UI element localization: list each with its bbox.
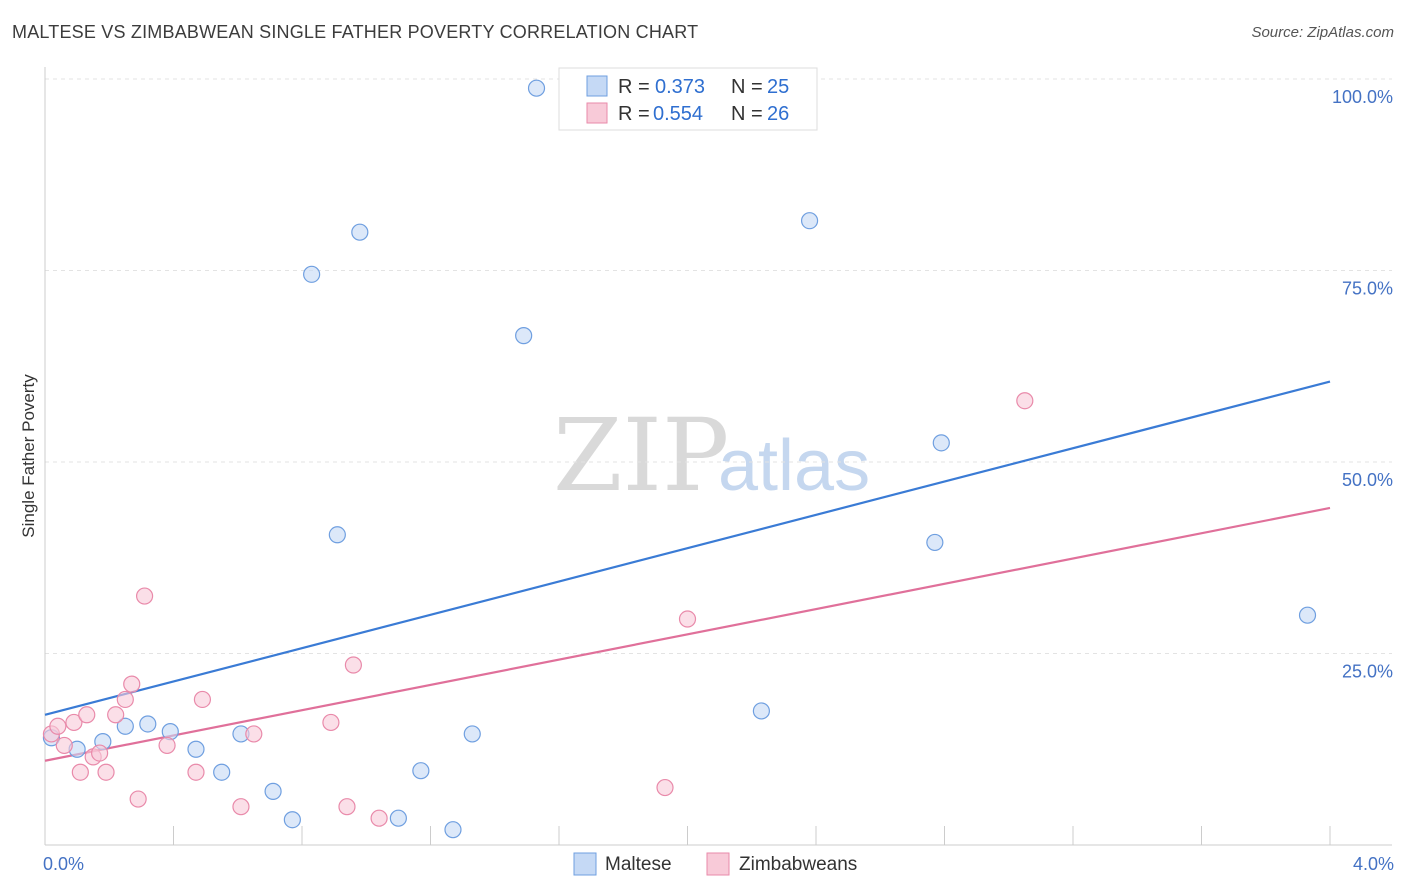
watermark-zip: ZIP: [553, 397, 729, 514]
bottom-legend-swatch-zimbabweans: [706, 852, 730, 876]
y-tick-label-50: 50.0%: [1342, 470, 1393, 490]
zimbabweans-trend-line: [44, 506, 1331, 762]
zimbabweans-point: [187, 763, 205, 781]
maltese-trend-line: [44, 380, 1331, 716]
maltese-point: [351, 223, 369, 241]
legend-n-label-zimbabweans: N =: [731, 103, 763, 125]
zimbabweans-point: [116, 690, 134, 709]
series-legend: Maltese Zimbabweans: [573, 852, 857, 876]
zimbabweans-point: [656, 778, 674, 797]
data-points: [42, 79, 1317, 839]
stats-legend: R = 0.373 N = 25 R = 0.554 N = 26: [558, 67, 818, 131]
legend-n-label-maltese: N =: [731, 76, 763, 98]
zimbabweans-point: [1016, 392, 1034, 410]
x-tick-max: 4.0%: [1353, 854, 1394, 874]
zimbabweans-point: [232, 798, 250, 816]
maltese-point: [932, 434, 950, 452]
maltese-point: [139, 715, 157, 733]
zimbabweans-point: [158, 736, 176, 755]
maltese-point: [527, 79, 546, 97]
maltese-point: [264, 782, 282, 800]
chart-title: MALTESE VS ZIMBABWEAN SINGLE FATHER POVE…: [12, 22, 699, 42]
zimbabweans-point: [129, 790, 147, 808]
grid-lines: [45, 78, 1392, 654]
maltese-point: [213, 763, 231, 781]
zimbabweans-point: [123, 675, 141, 693]
maltese-point: [283, 811, 301, 829]
zimbabweans-point: [65, 713, 83, 732]
legend-n-value-maltese: 25: [767, 76, 789, 98]
trend-lines: [44, 380, 1331, 762]
maltese-point: [187, 740, 205, 758]
bottom-legend-swatch-maltese: [573, 852, 597, 876]
maltese-point: [926, 533, 944, 552]
legend-r-label-maltese: R =: [618, 76, 650, 98]
legend-r-value-zimbabweans: 0.554: [653, 103, 703, 125]
y-axis-label: Single Father Poverty: [19, 374, 38, 538]
y-tick-label-25: 25.0%: [1342, 662, 1393, 682]
zimbabweans-point: [322, 713, 340, 732]
watermark-atlas: atlas: [718, 426, 870, 506]
legend-r-label-zimbabweans: R =: [618, 103, 650, 125]
zimbabweans-point: [370, 809, 388, 827]
maltese-point: [444, 821, 462, 839]
zimbabweans-point: [678, 610, 697, 628]
x-tick-min: 0.0%: [43, 854, 84, 874]
maltese-point: [515, 327, 533, 345]
legend-swatch-maltese: [586, 75, 608, 97]
axes: [44, 67, 1392, 846]
maltese-point: [800, 212, 819, 230]
maltese-point: [328, 526, 346, 544]
y-tick-labels: 25.0% 50.0% 75.0% 100.0%: [1332, 87, 1393, 682]
zimbabweans-point: [107, 706, 125, 724]
zimbabweans-point: [71, 763, 89, 781]
y-tick-label-100: 100.0%: [1332, 87, 1393, 107]
zimbabweans-point: [97, 763, 115, 781]
legend-n-value-zimbabweans: 26: [767, 103, 789, 125]
maltese-point: [116, 717, 134, 735]
maltese-point: [752, 702, 770, 720]
bottom-legend-zimbabweans: Zimbabweans: [739, 854, 857, 875]
legend-r-value-maltese: 0.373: [655, 76, 705, 98]
maltese-point: [303, 265, 321, 283]
zimbabweans-point: [338, 798, 356, 816]
zimbabweans-point: [193, 690, 212, 709]
maltese-point: [463, 725, 481, 743]
legend-swatch-zimbabweans: [586, 102, 608, 124]
bottom-legend-maltese: Maltese: [605, 854, 672, 875]
maltese-point: [389, 809, 407, 827]
source-label: Source: ZipAtlas.com: [1251, 24, 1394, 41]
maltese-point: [1298, 606, 1317, 624]
zimbabweans-point: [245, 725, 263, 743]
zimbabweans-point: [49, 717, 67, 735]
zimbabweans-point: [344, 656, 362, 674]
maltese-point: [412, 762, 430, 780]
zimbabweans-point: [55, 736, 73, 755]
zimbabweans-point: [135, 587, 154, 605]
y-tick-label-75: 75.0%: [1342, 279, 1393, 299]
zimbabweans-point: [91, 744, 109, 762]
zimbabweans-point: [78, 706, 96, 724]
